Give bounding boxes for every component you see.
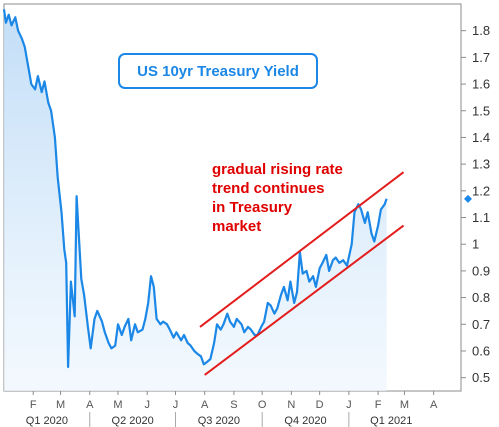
trend-channel-upper (199, 171, 405, 328)
quarter-label: Q3 2020 (198, 415, 240, 427)
y-tick-label: 1.5 (472, 103, 490, 118)
x-tick-label: A (430, 399, 438, 411)
y-tick-label: 1.2 (472, 183, 490, 198)
annotation-line-4: market (212, 218, 262, 235)
y-tick-label: 0.9 (472, 263, 490, 278)
x-tick-label: N (287, 399, 295, 411)
y-tick-label: 1.3 (472, 157, 490, 172)
x-tick-label: F (375, 399, 382, 411)
y-tick-label: 1 (472, 237, 479, 252)
y-tick-label: 1.8 (472, 23, 490, 38)
x-tick-label: A (86, 399, 94, 411)
x-tick-label: F (30, 399, 37, 411)
series-area (4, 9, 387, 392)
y-tick-label: 1.1 (472, 210, 490, 225)
y-tick-label: 0.7 (472, 317, 490, 332)
annotation-line-3: in Treasury (212, 199, 293, 216)
y-tick-label: 0.8 (472, 290, 490, 305)
quarter-label: Q2 2020 (112, 415, 154, 427)
x-tick-label: D (316, 399, 324, 411)
x-tick-label: S (230, 399, 237, 411)
trend-channel-lower (204, 224, 405, 376)
quarter-label: Q1 2020 (26, 415, 68, 427)
x-tick-label: J (144, 399, 150, 411)
series-line (2, 9, 388, 369)
quarter-label: Q1 2021 (370, 415, 412, 427)
y-tick-label: 0.5 (472, 370, 490, 385)
chart-title: US 10yr Treasury Yield (137, 62, 299, 80)
y-tick-label: 1.6 (472, 77, 490, 92)
x-tick-label: M (56, 399, 65, 411)
x-tick-label: J (173, 399, 179, 411)
quarter-label: Q4 2020 (284, 415, 326, 427)
x-tick-label: A (201, 399, 209, 411)
x-tick-label: M (113, 399, 122, 411)
x-tick-label: J (346, 399, 352, 411)
x-tick-label: O (258, 399, 267, 411)
last-value-marker (464, 194, 472, 203)
trend-annotation: gradual rising rate trend continues in T… (212, 160, 372, 236)
y-tick-label: 1.4 (472, 130, 490, 145)
annotation-line-1: gradual rising rate (212, 161, 343, 178)
y-tick-label: 1.7 (472, 50, 490, 65)
y-tick-label: 0.6 (472, 343, 490, 358)
annotation-line-2: trend continues (212, 180, 325, 197)
x-tick-label: M (400, 399, 409, 411)
chart-title-box: US 10yr Treasury Yield (118, 53, 318, 89)
